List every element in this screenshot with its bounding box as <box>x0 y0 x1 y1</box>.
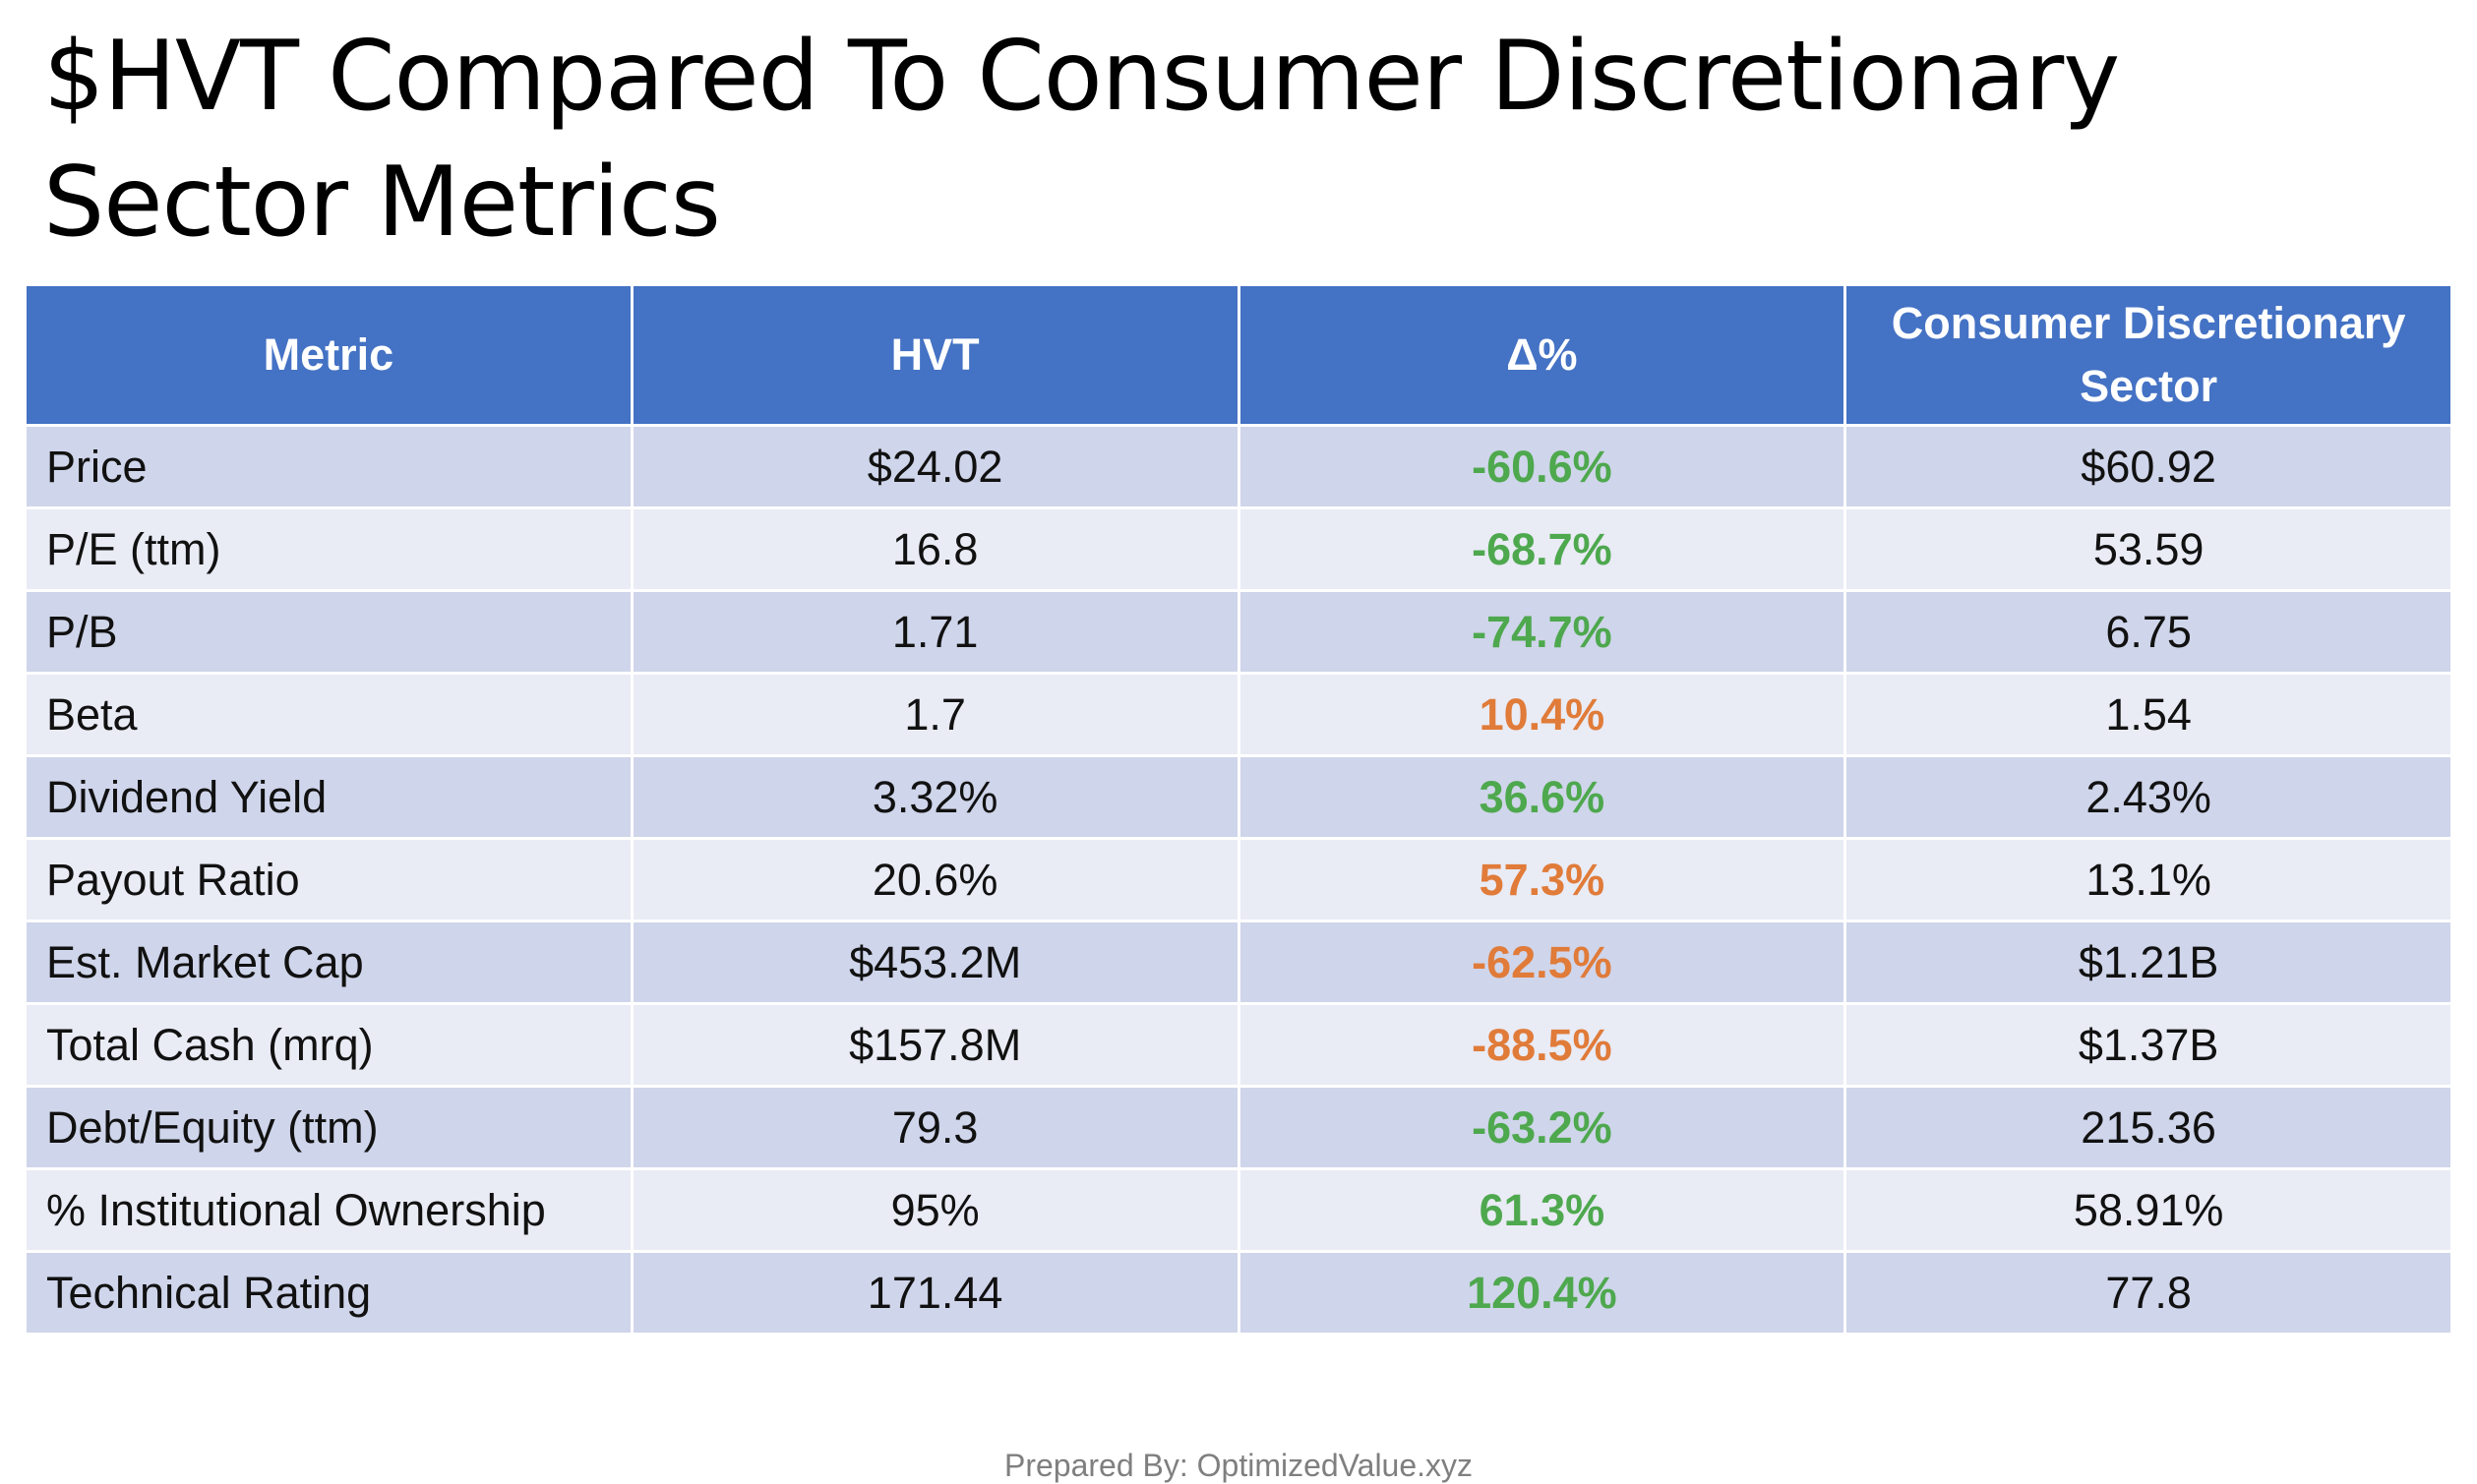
delta-percent-cell: 61.3% <box>1237 1167 1847 1253</box>
table-row: Dividend Yield 3.32% 36.6% 2.43% <box>24 754 2453 840</box>
delta-percent-cell: -63.2% <box>1237 1085 1847 1170</box>
delta-percent-cell: -60.6% <box>1237 424 1847 509</box>
table-row: Price $24.02 -60.6% $60.92 <box>24 424 2453 509</box>
hvt-value-cell: 16.8 <box>630 506 1240 592</box>
metric-name-cell: P/B <box>24 589 634 675</box>
sector-value-cell: 6.75 <box>1843 589 2453 675</box>
table-body: Price $24.02 -60.6% $60.92 P/E (ttm) 16.8 -68.… <box>24 424 2453 1336</box>
metric-name-cell: % Institutional Ownership <box>24 1167 634 1253</box>
metric-name-cell: Dividend Yield <box>24 754 634 840</box>
metric-name-cell: Price <box>24 424 634 509</box>
table-row: Beta 1.7 10.4% 1.54 <box>24 672 2453 757</box>
sector-value-cell: 1.54 <box>1843 672 2453 757</box>
metric-name-cell: Payout Ratio <box>24 837 634 922</box>
delta-percent-cell: -68.7% <box>1237 506 1847 592</box>
header-row: Metric HVT Δ% Consumer Discretionary Sec… <box>24 283 2453 427</box>
slide-title: $HVT Compared To Consumer Discretionary … <box>43 14 2444 266</box>
header-metric: Metric <box>24 283 634 427</box>
table-row: P/E (ttm) 16.8 -68.7% 53.59 <box>24 506 2453 592</box>
sector-value-cell: 53.59 <box>1843 506 2453 592</box>
delta-percent-cell: 120.4% <box>1237 1250 1847 1336</box>
hvt-value-cell: 1.71 <box>630 589 1240 675</box>
header-delta-percent: Δ% <box>1237 283 1847 427</box>
sector-value-cell: 77.8 <box>1843 1250 2453 1336</box>
table-row: Technical Rating 171.44 120.4% 77.8 <box>24 1250 2453 1336</box>
metric-name-cell: Technical Rating <box>24 1250 634 1336</box>
hvt-value-cell: 1.7 <box>630 672 1240 757</box>
table-header: Metric HVT Δ% Consumer Discretionary Sec… <box>24 283 2453 427</box>
header-sector: Consumer Discretionary Sector <box>1843 283 2453 427</box>
metrics-comparison-table: Metric HVT Δ% Consumer Discretionary Sec… <box>24 283 2453 1336</box>
hvt-value-cell: 95% <box>630 1167 1240 1253</box>
table-row: % Institutional Ownership 95% 61.3% 58.91% <box>24 1167 2453 1253</box>
table-row: P/B 1.71 -74.7% 6.75 <box>24 589 2453 675</box>
table-row: Debt/Equity (ttm) 79.3 -63.2% 215.36 <box>24 1085 2453 1170</box>
metric-name-cell: P/E (ttm) <box>24 506 634 592</box>
sector-value-cell: 215.36 <box>1843 1085 2453 1170</box>
delta-percent-cell: -74.7% <box>1237 589 1847 675</box>
sector-value-cell: $1.21B <box>1843 920 2453 1005</box>
hvt-value-cell: 20.6% <box>630 837 1240 922</box>
sector-value-cell: 13.1% <box>1843 837 2453 922</box>
metric-name-cell: Est. Market Cap <box>24 920 634 1005</box>
delta-percent-cell: 57.3% <box>1237 837 1847 922</box>
prepared-by-footer: Prepared By: OptimizedValue.xyz <box>1003 1448 1474 1483</box>
slide-title-line-2: Sector Metrics <box>43 147 721 259</box>
hvt-value-cell: $453.2M <box>630 920 1240 1005</box>
delta-percent-cell: 36.6% <box>1237 754 1847 840</box>
hvt-value-cell: 171.44 <box>630 1250 1240 1336</box>
metric-name-cell: Debt/Equity (ttm) <box>24 1085 634 1170</box>
metric-name-cell: Beta <box>24 672 634 757</box>
hvt-value-cell: $24.02 <box>630 424 1240 509</box>
delta-percent-cell: 10.4% <box>1237 672 1847 757</box>
hvt-value-cell: 79.3 <box>630 1085 1240 1170</box>
sector-value-cell: $1.37B <box>1843 1002 2453 1088</box>
hvt-value-cell: 3.32% <box>630 754 1240 840</box>
metric-name-cell: Total Cash (mrq) <box>24 1002 634 1088</box>
table-row: Payout Ratio 20.6% 57.3% 13.1% <box>24 837 2453 922</box>
slide-title-line-1: $HVT Compared To Consumer Discretionary <box>43 21 2120 133</box>
hvt-value-cell: $157.8M <box>630 1002 1240 1088</box>
table-row: Est. Market Cap $453.2M -62.5% $1.21B <box>24 920 2453 1005</box>
delta-percent-cell: -88.5% <box>1237 1002 1847 1088</box>
table-row: Total Cash (mrq) $157.8M -88.5% $1.37B <box>24 1002 2453 1088</box>
sector-value-cell: 58.91% <box>1843 1167 2453 1253</box>
header-hvt: HVT <box>630 283 1240 427</box>
sector-value-cell: 2.43% <box>1843 754 2453 840</box>
sector-value-cell: $60.92 <box>1843 424 2453 509</box>
delta-percent-cell: -62.5% <box>1237 920 1847 1005</box>
